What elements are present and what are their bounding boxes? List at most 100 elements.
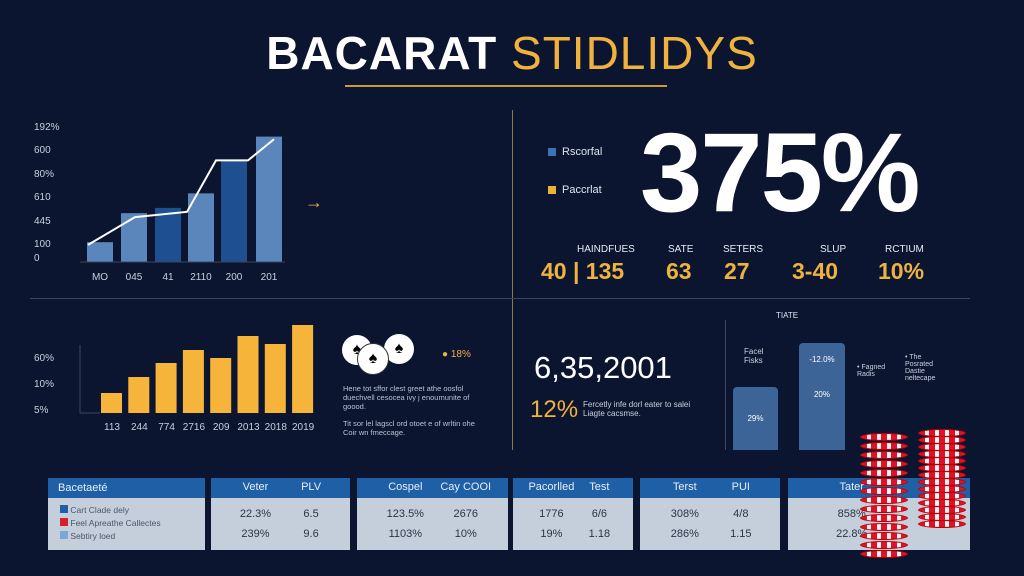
x-tick-label: 2716: [182, 422, 206, 433]
legend-row: Cart Clade dely: [60, 504, 205, 517]
mini-bar: -12.0% 20%: [799, 343, 845, 450]
panel-header: [513, 478, 633, 498]
table-cell: 1.18: [588, 528, 611, 540]
stat-label: SATE: [668, 244, 694, 255]
y-tick-label: 80%: [34, 169, 55, 180]
mini-bar-value: -12.0%: [809, 355, 835, 364]
chip: [860, 442, 908, 450]
mini-bar-value: 20%: [813, 390, 830, 399]
bar: [182, 350, 204, 413]
chip: [860, 541, 908, 549]
table-cell: 1776: [539, 508, 564, 520]
table-cell: 1.15: [730, 528, 752, 540]
bar: [292, 325, 314, 413]
x-tick-label: 200: [225, 272, 243, 283]
table-cell: 4/8: [733, 508, 749, 520]
bar: [155, 363, 177, 413]
percent-caption: Fercetly infe dorl eater to salei Liagte…: [583, 400, 691, 418]
x-tick-label: 209: [212, 422, 230, 433]
legend-swatch: [548, 186, 556, 194]
arrow-right-icon: →: [305, 192, 323, 212]
percent-value: 12%: [530, 396, 579, 423]
table-cell: 286%: [670, 528, 699, 540]
bar: [188, 193, 214, 262]
table-cell: 22.3%: [239, 508, 272, 520]
bar: [121, 213, 147, 262]
legend-item: Paccrlat: [548, 184, 602, 196]
panel-header: [211, 478, 350, 498]
bullet: • The Posrated Dastie neltecape: [905, 354, 936, 382]
panel-header: [357, 478, 508, 498]
y-tick-label: 600: [34, 145, 51, 156]
chip: [860, 451, 908, 459]
table-cell: 1103%: [388, 528, 423, 540]
legend-item: Rscorfal: [548, 146, 602, 158]
table-cell: 858%: [837, 508, 866, 520]
table-cell: 239%: [241, 528, 270, 540]
table-panel: Terst PUI 308% 4/8 286% 1.15: [640, 478, 780, 550]
bullet: • Fagned Radis: [857, 364, 886, 378]
poker-chips-image: [858, 425, 978, 565]
x-tick-label: 113: [104, 422, 120, 433]
bar: [155, 207, 181, 262]
chip: [860, 487, 908, 495]
spade-chip-icon: ♠: [384, 334, 414, 364]
divider: [725, 320, 726, 450]
stat-value: 63: [666, 258, 692, 284]
stat-value: 3-40: [792, 258, 839, 284]
legend-swatch: [548, 148, 556, 156]
spade-chip-icon: ♠: [357, 343, 389, 375]
bar: [128, 377, 150, 413]
stat-label: SLUP: [820, 244, 847, 255]
y-tick-label: 60%: [34, 353, 55, 364]
chip: [918, 520, 966, 528]
headline-percentage: 375%: [640, 110, 920, 235]
table-cell: 308%: [670, 508, 699, 520]
mini-label: Facel Fisks: [744, 347, 764, 365]
title-part1: BACARAT: [266, 27, 498, 79]
bar: [221, 160, 247, 262]
column-header: Terst: [672, 481, 697, 493]
chip: [860, 433, 908, 441]
chip: [860, 496, 908, 504]
column-header: Cospel: [388, 481, 423, 493]
column-header: Pacorlled: [528, 481, 575, 493]
table-cell: 123.5%: [386, 508, 424, 520]
table-cell: 6.5: [303, 508, 319, 520]
chip: [860, 523, 908, 531]
chip: [860, 478, 908, 486]
column-header: Veter: [242, 481, 269, 493]
title-underline: [345, 85, 667, 87]
y-tick-label: 192%: [34, 122, 60, 133]
y-tick-label: 610: [34, 192, 51, 203]
page-title: BACARAT STIDLIDYS: [0, 26, 1024, 80]
chip: [860, 532, 908, 540]
line-series: [87, 138, 275, 246]
table-cell: 10%: [454, 528, 477, 540]
x-tick-label: 2110: [190, 272, 212, 283]
column-header: Cay COOI: [440, 481, 492, 493]
chip: [860, 514, 908, 522]
x-tick-label: 244: [130, 422, 148, 433]
legend-label: Paccrlat: [562, 184, 602, 196]
chip: [860, 469, 908, 477]
table-panel: Veter PLV 22.3% 6.5 239% 9.6: [211, 478, 350, 550]
paragraph: Tit sor lel lagscl ord otoet e of wrltin…: [343, 419, 475, 437]
legend-row: Sebtiry loed: [60, 530, 205, 543]
dot-icon: ●: [442, 349, 449, 360]
legend-panel: Bacetaeté Cart Clade dely Feel Apreathe …: [48, 478, 205, 550]
big-number: 6,35,2001: [534, 350, 672, 385]
vertical-divider: [512, 110, 513, 450]
column-header: PUI: [731, 481, 750, 493]
bar: [256, 136, 282, 262]
bar: [87, 242, 113, 262]
panel-header: Bacetaeté: [48, 478, 205, 498]
chip: [860, 505, 908, 513]
x-tick-label: 045: [125, 272, 143, 283]
chips-badge: ● 18%: [442, 349, 471, 360]
column-header: PLV: [301, 481, 322, 493]
mini-bar-value: 29%: [747, 414, 764, 423]
y-tick-label: 10%: [34, 379, 55, 390]
panel-header: [640, 478, 780, 498]
